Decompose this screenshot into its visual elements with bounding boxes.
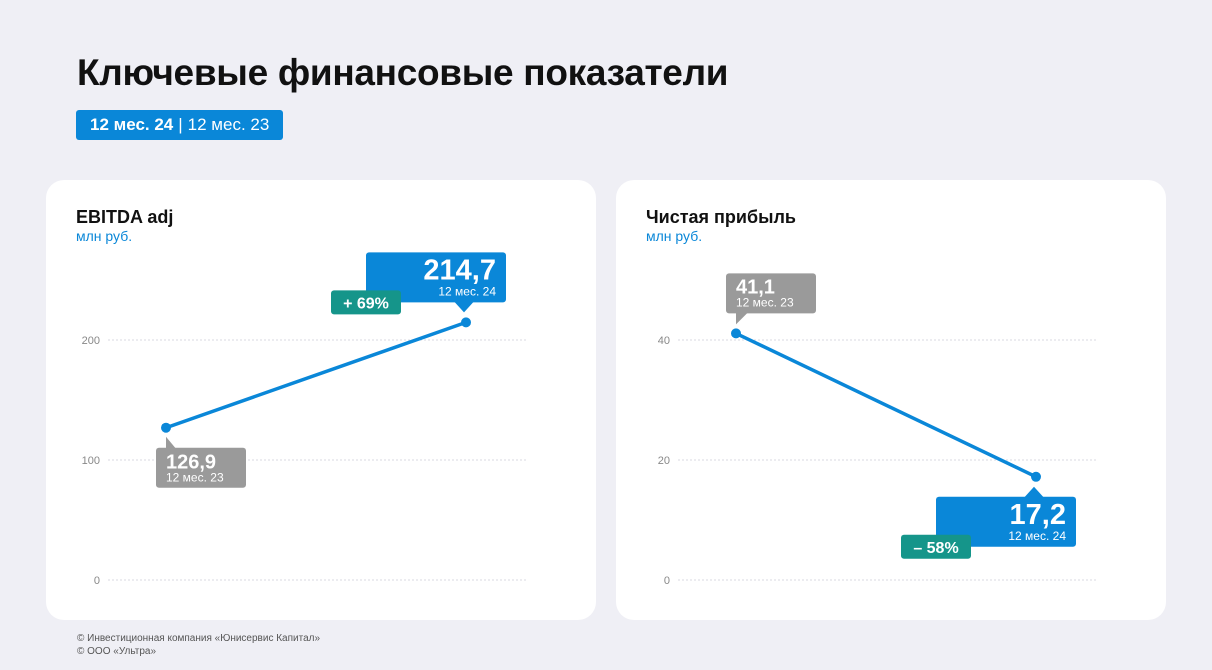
period-previous: 12 мес. 23 [187, 115, 270, 134]
ebitda-unit: млн руб. [76, 228, 133, 244]
callout-previous: 126,912 мес. 23 [156, 436, 246, 488]
point-current [1031, 471, 1041, 482]
callout-current-pointer [454, 301, 474, 313]
y-tick-label: 0 [664, 575, 670, 587]
y-tick-label: 40 [658, 335, 670, 347]
point-current [461, 317, 471, 328]
callout-current-value: 17,2 [1010, 499, 1066, 531]
change-badge: – 58% [901, 534, 971, 559]
callout-previous-pointer [736, 312, 748, 325]
callout-current-box [936, 496, 1076, 547]
net-profit-card: Чистая прибыль млн руб. 0 20 40 41,1 12 мес.… [616, 180, 1166, 620]
callout-previous-period: 12 мес. 23 [166, 471, 224, 485]
callout-previous: 41,112 мес. 23 [726, 273, 816, 325]
callout-previous-value: 41,1 [736, 276, 775, 298]
change-badge-label: – 58% [913, 540, 958, 557]
point-previous [161, 422, 171, 433]
callout-current-box [366, 252, 506, 303]
page-title: Ключевые финансовые показатели [77, 52, 729, 93]
period-separator: | [178, 115, 183, 134]
ebitda-card: EBITDA adj млн руб. 0 100 200 126,9 12 мес. … [46, 180, 596, 620]
callout-current: 214,712 мес. 24 [366, 252, 506, 313]
callout-previous-period: 12 мес. 23 [736, 295, 794, 309]
y-tick-label: 0 [94, 575, 100, 587]
callout-previous-box [726, 273, 816, 314]
period-current: 12 мес. 24 [90, 115, 174, 134]
callout-current-period: 12 мес. 24 [1008, 529, 1066, 543]
callout-current-period: 12 мес. 24 [438, 284, 496, 298]
callout-current-pointer [1024, 486, 1044, 498]
point-previous [731, 328, 741, 339]
ebitda-title: EBITDA adj [76, 207, 174, 227]
change-badge-label: + 69% [343, 295, 389, 312]
footer: © Инвестиционная компания «Юнисервис Кап… [77, 632, 320, 658]
callout-previous-pointer [166, 436, 176, 449]
footer-copyright-2: © ООО «Ультра» [77, 646, 157, 657]
series-line [164, 320, 468, 430]
series-line [734, 331, 1038, 479]
y-tick-label: 20 [658, 455, 670, 467]
callout-current: 17,212 мес. 24 [936, 486, 1076, 547]
period-badge: 12 мес. 24 | 12 мес. 23 [76, 110, 284, 140]
change-badge-box [901, 534, 971, 559]
y-tick-label: 200 [82, 335, 100, 347]
change-badge-box [331, 290, 401, 315]
callout-current-value: 214,7 [423, 254, 496, 286]
callout-previous-box [156, 447, 246, 488]
change-badge: + 69% [331, 290, 401, 315]
footer-copyright-1: © Инвестиционная компания «Юнисервис Кап… [77, 633, 321, 644]
callout-previous-value: 126,9 [166, 452, 216, 474]
net-profit-title: Чистая прибыль [646, 207, 796, 227]
net-profit-unit: млн руб. [646, 228, 703, 244]
y-tick-label: 100 [82, 455, 100, 467]
